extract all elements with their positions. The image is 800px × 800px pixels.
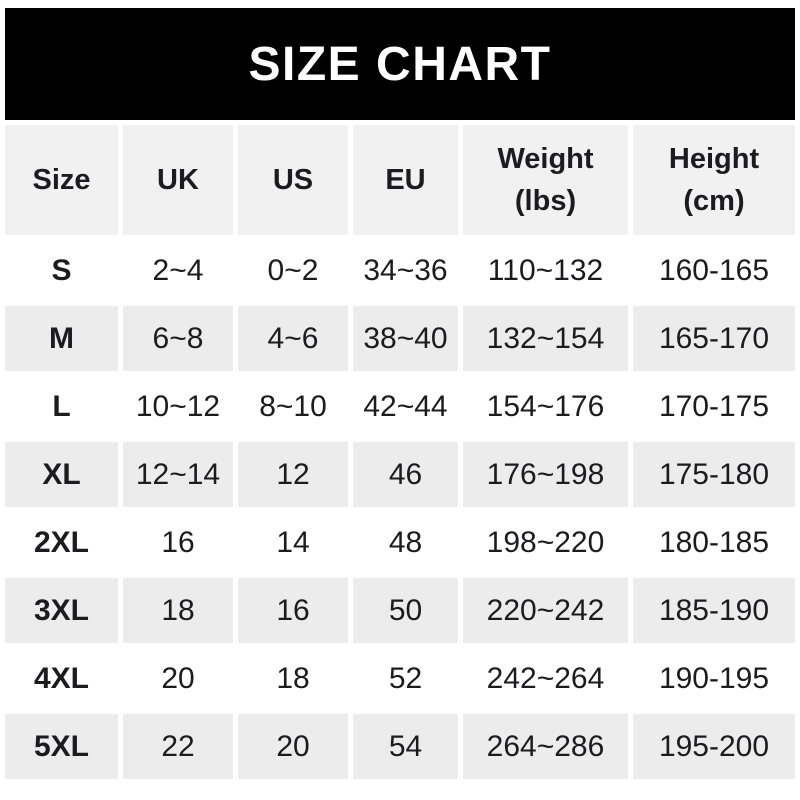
size-row-4xl: 4XL 20 18 52 242~264 190-195 <box>5 646 795 711</box>
cell-uk: 22 <box>123 714 233 779</box>
cell-eu: 38~40 <box>353 306 458 371</box>
cell-uk: 20 <box>123 646 233 711</box>
cell-us: 16 <box>238 578 348 643</box>
column-header-label: Weight <box>497 142 594 175</box>
cell-us: 8~10 <box>238 374 348 439</box>
cell-height_cm: 175-180 <box>633 442 795 507</box>
cell-eu: 46 <box>353 442 458 507</box>
column-header-height_cm: Height (cm) <box>633 125 795 235</box>
column-header-label: Size <box>32 163 91 196</box>
cell-uk: 16 <box>123 510 233 575</box>
cell-eu: 34~36 <box>353 238 458 303</box>
cell-weight_lbs: 220~242 <box>463 578 628 643</box>
cell-uk: 2~4 <box>123 238 233 303</box>
cell-size: XL <box>5 442 118 507</box>
cell-us: 18 <box>238 646 348 711</box>
cell-size: 5XL <box>5 714 118 779</box>
cell-weight_lbs: 264~286 <box>463 714 628 779</box>
cell-height_cm: 170-175 <box>633 374 795 439</box>
cell-height_cm: 160-165 <box>633 238 795 303</box>
column-header-label: UK <box>157 163 199 196</box>
cell-size: 2XL <box>5 510 118 575</box>
cell-weight_lbs: 242~264 <box>463 646 628 711</box>
column-header-us: US <box>238 125 348 235</box>
cell-size: M <box>5 306 118 371</box>
size-row-s: S 2~4 0~2 34~36 110~132 160-165 <box>5 238 795 303</box>
column-header-label: Height <box>668 142 760 175</box>
cell-us: 12 <box>238 442 348 507</box>
column-header-unit: (lbs) <box>514 185 577 217</box>
column-header-unit: (cm) <box>683 185 745 217</box>
cell-size: 4XL <box>5 646 118 711</box>
page-title: SIZE CHART <box>248 37 552 91</box>
cell-size: L <box>5 374 118 439</box>
cell-weight_lbs: 154~176 <box>463 374 628 439</box>
cell-weight_lbs: 132~154 <box>463 306 628 371</box>
cell-height_cm: 195-200 <box>633 714 795 779</box>
cell-us: 20 <box>238 714 348 779</box>
cell-us: 0~2 <box>238 238 348 303</box>
cell-us: 4~6 <box>238 306 348 371</box>
cell-eu: 52 <box>353 646 458 711</box>
cell-uk: 12~14 <box>123 442 233 507</box>
size-rows: S 2~4 0~2 34~36 110~132 160-165 M 6~8 4~6 38~40 13… <box>5 238 795 779</box>
cell-eu: 48 <box>353 510 458 575</box>
cell-size: S <box>5 238 118 303</box>
size-row-2xl: 2XL 16 14 48 198~220 180-185 <box>5 510 795 575</box>
cell-uk: 18 <box>123 578 233 643</box>
title-banner: SIZE CHART <box>5 8 795 120</box>
column-header-eu: EU <box>353 125 458 235</box>
size-row-3xl: 3XL 18 16 50 220~242 185-190 <box>5 578 795 643</box>
cell-height_cm: 185-190 <box>633 578 795 643</box>
column-header-size: Size <box>5 125 118 235</box>
cell-height_cm: 190-195 <box>633 646 795 711</box>
cell-eu: 50 <box>353 578 458 643</box>
size-row-xl: XL 12~14 12 46 176~198 175-180 <box>5 442 795 507</box>
column-header-label: US <box>272 163 314 196</box>
cell-height_cm: 165-170 <box>633 306 795 371</box>
cell-eu: 54 <box>353 714 458 779</box>
header-row: Size UK US EU Weight (lbs) Height (cm) <box>5 125 795 235</box>
size-chart-table: Size UK US EU Weight (lbs) Height (cm) S 2~4 0~2 3… <box>0 122 800 782</box>
cell-size: 3XL <box>5 578 118 643</box>
cell-eu: 42~44 <box>353 374 458 439</box>
cell-uk: 6~8 <box>123 306 233 371</box>
column-header-uk: UK <box>123 125 233 235</box>
cell-height_cm: 180-185 <box>633 510 795 575</box>
cell-weight_lbs: 176~198 <box>463 442 628 507</box>
column-header-weight_lbs: Weight (lbs) <box>463 125 628 235</box>
size-row-5xl: 5XL 22 20 54 264~286 195-200 <box>5 714 795 779</box>
cell-us: 14 <box>238 510 348 575</box>
cell-weight_lbs: 110~132 <box>463 238 628 303</box>
cell-weight_lbs: 198~220 <box>463 510 628 575</box>
column-header-label: EU <box>385 163 426 196</box>
cell-uk: 10~12 <box>123 374 233 439</box>
size-row-l: L 10~12 8~10 42~44 154~176 170-175 <box>5 374 795 439</box>
size-row-m: M 6~8 4~6 38~40 132~154 165-170 <box>5 306 795 371</box>
